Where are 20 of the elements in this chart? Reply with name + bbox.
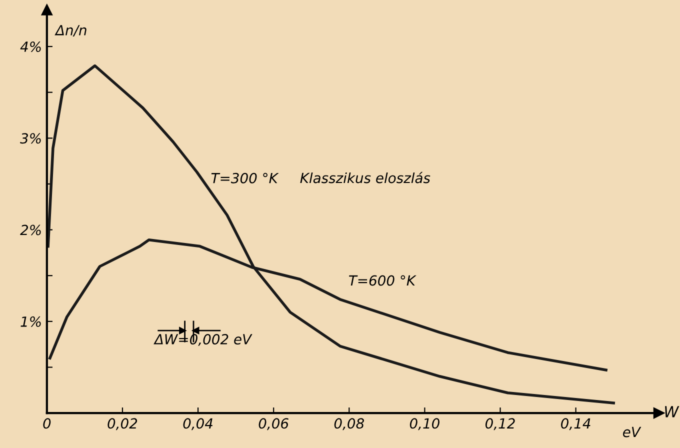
- y-tick-label: 4%: [20, 41, 41, 52]
- line-series: [46, 64, 615, 404]
- annotation: Klasszikus eloszlás: [300, 172, 430, 184]
- y-tick-label: 3%: [20, 133, 41, 144]
- text: eV: [622, 426, 642, 438]
- x-tick-label: 0,06: [258, 418, 288, 430]
- x-tick-label: 0,08: [334, 418, 364, 430]
- y-tick-label: 2%: [20, 224, 41, 236]
- annotation: ΔW=0,002 eV: [154, 334, 252, 346]
- series-label: T=600 °K: [349, 275, 416, 286]
- series-label: T=300 °K: [211, 172, 279, 184]
- x-tick-label: 0,12: [485, 418, 515, 430]
- x-tick-label: 0,10: [410, 418, 440, 430]
- x-tick-label: 0,14: [561, 418, 590, 430]
- x-tick-label: 0: [43, 418, 51, 429]
- x-tick-label: 0,02: [108, 418, 138, 430]
- x-axis-title: W: [665, 406, 680, 418]
- y-axis-title: Δn/n: [54, 25, 86, 36]
- y-tick-label: 1%: [20, 316, 41, 327]
- x-tick-label: 0,04: [183, 418, 213, 430]
